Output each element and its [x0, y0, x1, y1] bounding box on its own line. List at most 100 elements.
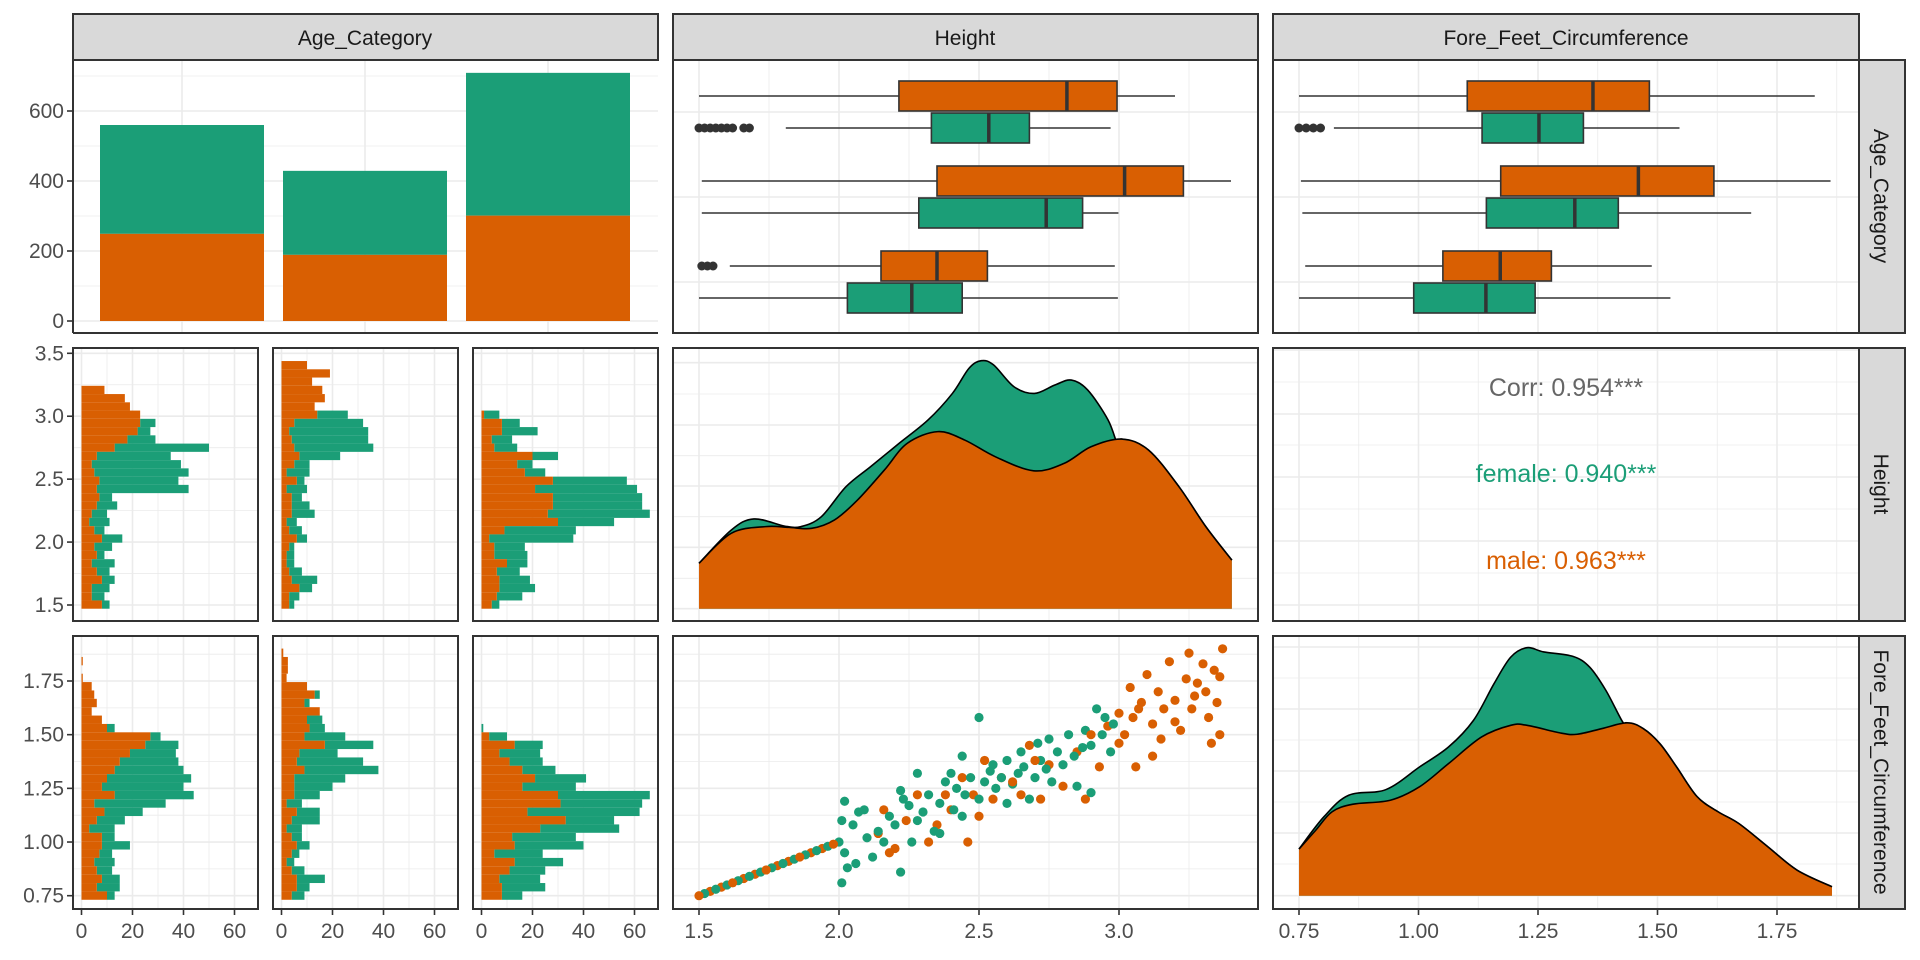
- scatter-point-male: [1120, 730, 1130, 740]
- hist-bar-male: [81, 526, 95, 535]
- scatter-point-male: [957, 773, 967, 783]
- panel-border: [272, 635, 459, 910]
- corr-overall: Corr: 0.954***: [1489, 374, 1644, 402]
- hist-bar-male: [81, 402, 130, 411]
- hist-bar-female: [299, 451, 341, 461]
- hist-bar-female: [286, 857, 295, 867]
- bar-female: [466, 72, 630, 216]
- hist-bar-female: [291, 816, 320, 825]
- hist-bar-male: [481, 550, 495, 560]
- hist-bar-male: [281, 567, 290, 576]
- scatter-point-male: [1201, 687, 1211, 697]
- outlier-point: [1294, 123, 1304, 133]
- panel-border: [672, 635, 1259, 910]
- box-male: [1442, 250, 1553, 282]
- hist-bar-male: [281, 559, 287, 568]
- hist-bar-male: [281, 723, 310, 733]
- hist-bar-male: [481, 418, 502, 428]
- x-tick-label: 20: [321, 920, 344, 943]
- y-tick-label: 1.50: [23, 724, 64, 747]
- x-tick-label: 20: [521, 920, 544, 943]
- y-tick-label: 600: [29, 100, 64, 123]
- scatter-point-male: [879, 805, 889, 815]
- strip-label: Fore_Feet_Circumference: [1869, 649, 1892, 894]
- scatter-point-female: [912, 815, 923, 826]
- hist-bar-male: [81, 583, 92, 593]
- hist-bar-male: [281, 841, 297, 850]
- hist-bar-male: [81, 600, 102, 609]
- hist-bar-male: [481, 816, 566, 825]
- hist-bar-male: [81, 559, 92, 568]
- scatter-point-female: [952, 783, 962, 793]
- hist-bar-male: [281, 883, 297, 892]
- hist-bar-male: [281, 418, 295, 428]
- scatter-point-male: [1148, 719, 1158, 729]
- x-tick-label: 3.0: [1104, 920, 1133, 943]
- hist-bar-female: [114, 443, 209, 452]
- hist-bar-female: [289, 542, 295, 551]
- hist-bar-male: [281, 377, 313, 386]
- outlier-point: [728, 123, 738, 133]
- hist-bar-male: [81, 824, 90, 833]
- hist-bar-male: [81, 841, 102, 850]
- x-tick-label: 0: [276, 920, 288, 943]
- scatter-point-male: [1131, 762, 1141, 772]
- hist-bar-female: [514, 841, 584, 850]
- hist-bar-female: [91, 559, 115, 568]
- row-strip-age-category: Age_Category: [1858, 59, 1906, 334]
- hist-bar-male: [81, 690, 95, 699]
- x-tick-label: 1.5: [684, 920, 713, 943]
- hist-bar-female: [501, 891, 523, 900]
- hist-bar-male: [281, 476, 297, 485]
- hist-bar-male: [81, 435, 128, 444]
- scatter-point-female: [868, 852, 878, 862]
- hist-bar-male: [481, 493, 553, 502]
- hist-bar-male: [281, 891, 292, 900]
- box-male: [1499, 165, 1715, 197]
- hist-bar-male: [481, 427, 502, 436]
- hist-bar-male: [281, 866, 292, 875]
- strip-label: Height: [935, 27, 996, 50]
- outlier-point: [708, 261, 718, 271]
- hist-bar-male: [81, 656, 83, 666]
- scatter-point-female: [904, 800, 914, 811]
- y-tick-label: 0: [52, 310, 64, 333]
- scatter-point-male: [1148, 751, 1158, 761]
- scatter-point-female: [840, 796, 850, 806]
- scatter-point-male: [728, 878, 738, 888]
- hist-bar-female: [552, 476, 627, 485]
- hist-bar-female: [140, 418, 156, 428]
- panel-correlation: [1272, 347, 1860, 622]
- panel-border: [472, 635, 659, 910]
- hist-bar-male: [481, 765, 523, 775]
- hist-bar-male: [81, 542, 95, 551]
- scatter-point-female: [1069, 751, 1079, 761]
- scatter-point-female: [896, 867, 906, 877]
- hist-bar-female: [114, 765, 184, 775]
- panel-scatter: [672, 635, 1259, 910]
- scatter-point-female: [1108, 719, 1118, 729]
- hist-bar-female: [101, 534, 123, 543]
- hist-bar-female: [527, 807, 640, 817]
- scatter-point-female: [1044, 734, 1054, 744]
- hist-bar-male: [481, 476, 553, 485]
- hist-bar-male: [281, 824, 287, 833]
- hist-bar-male: [481, 567, 497, 576]
- hist-bar-male: [481, 559, 507, 568]
- box-female: [846, 282, 964, 314]
- hist-bar-male: [281, 707, 320, 716]
- x-tick-label: 0: [476, 920, 488, 943]
- hist-bar-male: [81, 715, 102, 724]
- hist-bar-female: [514, 857, 564, 867]
- hist-bar-female: [307, 715, 323, 724]
- hist-bar-male: [81, 883, 97, 892]
- y-tick-label: 3.0: [35, 405, 64, 428]
- row-strip-height: Height: [1858, 347, 1906, 622]
- panel-height-density: [672, 347, 1259, 622]
- scatter-point-male: [1094, 762, 1104, 772]
- scatter-point-female: [884, 811, 895, 821]
- hist-bar-male: [81, 501, 97, 510]
- hist-bar-male: [281, 435, 292, 444]
- scatter-point-male: [1114, 708, 1124, 718]
- hist-bar-female: [89, 517, 110, 527]
